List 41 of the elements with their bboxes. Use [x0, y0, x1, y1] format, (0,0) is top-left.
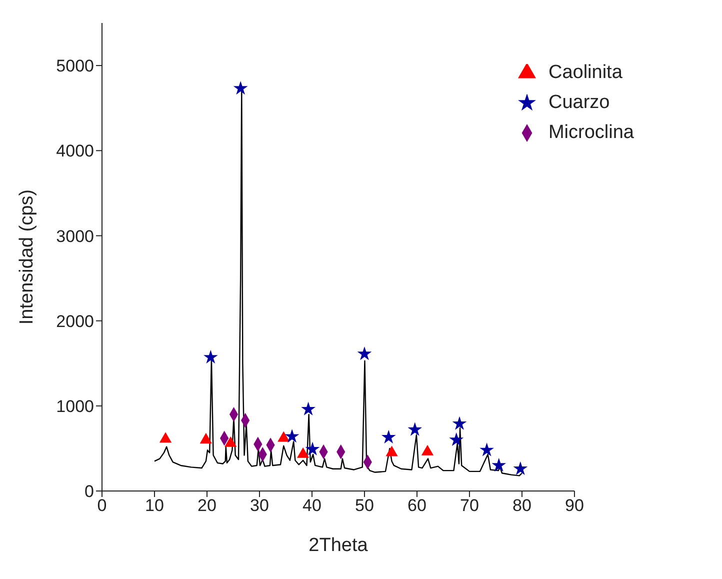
point [278, 431, 290, 442]
x-tick-label: 30 [250, 496, 269, 516]
point [386, 446, 398, 456]
x-tick-label: 40 [302, 496, 322, 516]
x-tick-label: 60 [408, 496, 426, 516]
point [357, 346, 372, 360]
point [492, 458, 506, 472]
point [203, 350, 218, 364]
point [301, 402, 316, 416]
y-tick-label: 3000 [56, 226, 94, 246]
x-tick-label: 10 [145, 496, 164, 516]
y-tick-label: 5000 [56, 56, 94, 76]
point [159, 432, 172, 443]
x-tick-label: 70 [460, 496, 479, 516]
point [305, 442, 320, 456]
point [296, 447, 310, 458]
point [284, 428, 300, 443]
x-tick-label: 0 [97, 496, 107, 516]
point [408, 422, 422, 436]
point [449, 432, 464, 446]
y-tick-label: 4000 [56, 142, 94, 161]
point [452, 416, 467, 430]
x-tick-label: 80 [512, 496, 532, 516]
x-tick-label: 50 [355, 496, 374, 516]
y-tick-label: 1000 [56, 396, 94, 416]
y-tick-label: 0 [84, 482, 94, 502]
x-tick-label: 20 [198, 496, 216, 516]
y-axis-title: Intensidad (cps) [16, 189, 38, 325]
point [224, 436, 237, 447]
point [200, 432, 212, 444]
point [480, 442, 494, 456]
x-tick-label: 90 [565, 496, 584, 516]
legend-label: Cuarzo [548, 92, 610, 113]
point [381, 430, 396, 444]
point [513, 461, 528, 475]
point [421, 444, 434, 456]
x-axis-title: 2Theta [308, 535, 368, 556]
legend-label: Caolinita [548, 62, 622, 83]
legend-label: Microclina [548, 122, 634, 143]
y-tick-label: 2000 [56, 312, 94, 331]
point [233, 80, 248, 95]
